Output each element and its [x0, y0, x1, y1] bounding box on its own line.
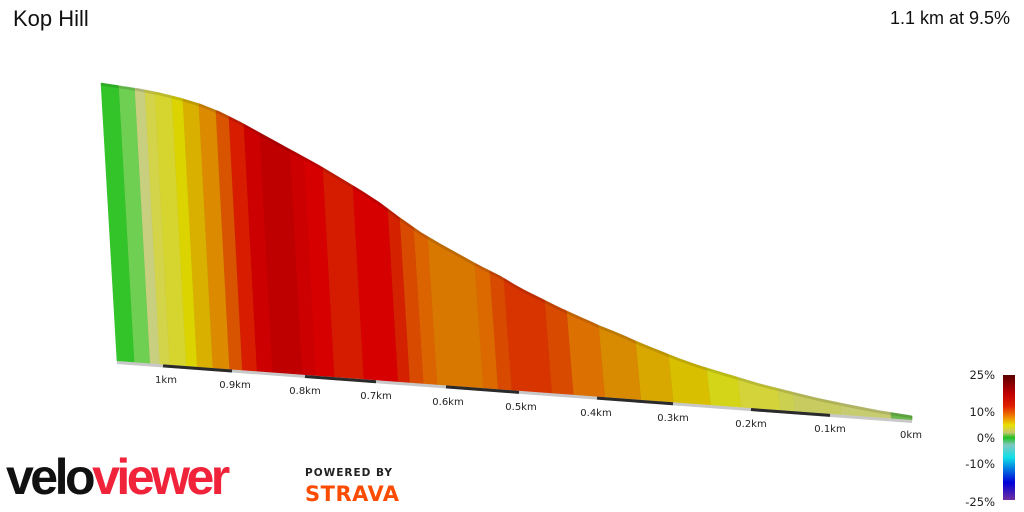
distance-tick-label: 0.6km	[432, 397, 464, 408]
distance-tick-label: 0.9km	[219, 380, 251, 391]
gradient-segment	[289, 148, 317, 377]
powered-by-label: POWERED BY	[305, 467, 394, 479]
legend-label-minus10: -10%	[965, 457, 995, 471]
gradient-segment	[474, 262, 499, 390]
logo-velo: velo	[6, 449, 96, 505]
gradient-segment	[737, 376, 781, 411]
legend-label-0: 0%	[976, 431, 995, 445]
distance-axis	[116, 361, 913, 423]
distance-tick-label: 1km	[155, 375, 177, 386]
gradient-segment	[566, 310, 606, 398]
distance-tick-label: 0.5km	[505, 402, 537, 413]
legend-label-25: 25%	[969, 368, 995, 382]
distance-tick-label: 0km	[900, 430, 922, 441]
gradient-segment	[503, 277, 553, 394]
segment-summary: 1.1 km at 9.5%	[889, 8, 1010, 28]
gradient-segments	[100, 82, 913, 421]
gradient-segment	[668, 354, 712, 406]
distance-tick-label: 0.8km	[289, 386, 321, 397]
veloviewer-logo[interactable]: veloviewer	[6, 449, 230, 505]
distance-tick-label: 0.4km	[580, 408, 612, 419]
gradient-segment	[792, 391, 842, 416]
gradient-segment	[598, 325, 642, 401]
gradient-segment	[635, 340, 675, 403]
gradient-segment	[154, 91, 187, 367]
distance-tick-label: 0.7km	[360, 391, 392, 402]
distance-tick-label: 0.1km	[814, 424, 846, 435]
strava-logo[interactable]: STRAVA	[305, 482, 400, 506]
legend-label-10: 10%	[969, 405, 995, 419]
legend-label-minus25: -25%	[965, 495, 995, 509]
distance-tick-label: 0.3km	[657, 413, 689, 424]
gradient-segment	[198, 103, 231, 370]
gradient-legend-bar	[1003, 375, 1015, 500]
logo-viewer: viewer	[92, 449, 230, 505]
gradient-segment	[228, 116, 258, 372]
gradient-segment	[427, 236, 484, 389]
distance-tick-label: 0.2km	[735, 419, 767, 430]
segment-title: Kop Hill	[13, 6, 89, 31]
gradient-segment	[352, 185, 399, 383]
